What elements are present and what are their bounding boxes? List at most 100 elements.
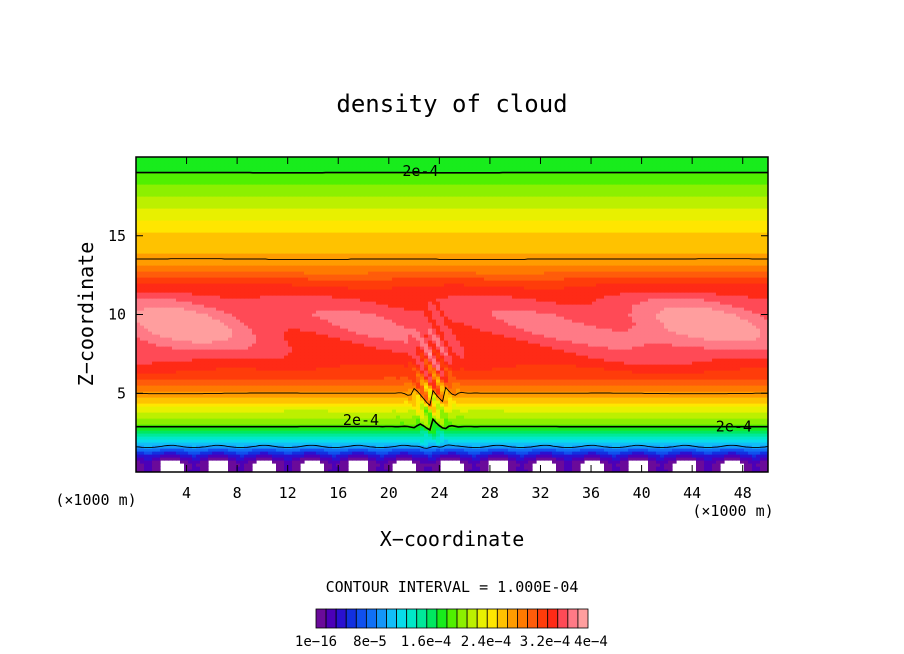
heat-cell: [408, 442, 413, 446]
heat-cell: [472, 436, 477, 440]
heat-cell: [656, 412, 661, 416]
heat-cell: [268, 388, 273, 392]
heat-cell: [420, 433, 425, 437]
heat-cell: [228, 454, 233, 458]
heat-cell: [520, 466, 525, 470]
heat-cell: [724, 457, 729, 461]
heat-cell: [404, 448, 409, 452]
heat-cell: [488, 385, 493, 389]
heat-cell: [164, 397, 169, 401]
heat-cell: [716, 439, 721, 443]
heat-cell: [300, 412, 305, 416]
heat-cell: [284, 448, 289, 452]
heat-cell: [596, 454, 601, 458]
heat-cell: [564, 460, 569, 464]
heat-cell: [624, 448, 629, 452]
heat-cell: [368, 442, 373, 446]
heat-cell: [192, 424, 197, 428]
heat-cell: [216, 403, 221, 407]
heat-cell: [704, 403, 709, 407]
heat-cell: [368, 469, 373, 472]
heat-cell: [400, 394, 405, 398]
heat-cell: [276, 430, 281, 434]
heat-cell: [224, 370, 229, 374]
heat-cell: [244, 427, 249, 431]
heat-cell: [312, 427, 317, 431]
heat-cell: [384, 433, 389, 437]
heat-cell: [672, 415, 677, 419]
heat-cell: [372, 430, 377, 434]
heat-cell: [172, 427, 177, 431]
heat-cell: [540, 400, 545, 404]
heat-cell: [760, 412, 765, 416]
heat-cell: [724, 427, 729, 431]
heat-cell: [532, 430, 537, 434]
heat-cell: [424, 388, 429, 392]
heat-cell: [376, 430, 381, 434]
heat-cell: [216, 448, 221, 452]
heat-cell: [332, 463, 337, 467]
heat-cell: [360, 433, 365, 437]
heat-cell: [380, 415, 385, 419]
heat-cell: [556, 388, 561, 392]
heat-cell: [372, 454, 377, 458]
heat-cell: [300, 442, 305, 446]
heat-cell: [356, 376, 361, 380]
heat-cell: [260, 403, 265, 407]
heat-cell: [732, 442, 737, 446]
heat-cell: [292, 448, 297, 452]
heat-cell: [476, 469, 481, 472]
heat-cell: [320, 439, 325, 443]
heat-cell: [188, 418, 193, 422]
heat-cell: [708, 433, 713, 437]
heat-cell: [360, 370, 365, 374]
heat-cell: [504, 439, 509, 443]
heat-cell: [716, 394, 721, 398]
heat-cell: [704, 460, 709, 464]
heat-cell: [456, 445, 461, 449]
heat-cell: [444, 421, 449, 425]
heat-cell: [276, 418, 281, 422]
heat-cell: [160, 415, 165, 419]
heat-cell: [156, 448, 161, 452]
heat-cell: [564, 394, 569, 398]
heat-cell: [468, 385, 473, 389]
heat-cell: [744, 436, 749, 440]
heat-cell: [452, 403, 457, 407]
heat-cell: [140, 424, 145, 428]
heat-cell: [156, 400, 161, 404]
heat-cell: [704, 409, 709, 413]
heat-cell: [304, 454, 309, 458]
heat-cell: [380, 457, 385, 461]
heat-cell: [144, 388, 149, 392]
heat-cell: [736, 415, 741, 419]
heat-cell: [368, 427, 373, 431]
heat-cell: [300, 406, 305, 410]
heat-cell: [604, 415, 609, 419]
heat-cell: [352, 415, 357, 419]
heat-cell: [472, 433, 477, 437]
heat-cell: [156, 412, 161, 416]
heat-cell: [568, 421, 573, 425]
heat-cell: [320, 373, 325, 377]
heat-cell: [560, 385, 565, 389]
heat-cell: [512, 466, 517, 470]
heat-cell: [248, 403, 253, 407]
heat-cell: [300, 415, 305, 419]
heat-cell: [400, 454, 405, 458]
heat-cell: [640, 406, 645, 410]
heat-cell: [152, 421, 157, 425]
heat-cell: [524, 457, 529, 461]
heat-cell: [156, 415, 161, 419]
heat-cell: [472, 463, 477, 467]
heat-cell: [168, 451, 173, 455]
heat-cell: [760, 373, 765, 377]
heat-cell: [240, 409, 245, 413]
heat-cell: [608, 415, 613, 419]
heat-cell: [356, 379, 361, 383]
heat-cell: [412, 460, 417, 464]
heat-cell: [660, 409, 665, 413]
heat-cell: [764, 379, 768, 383]
heat-cell: [340, 463, 345, 467]
heat-cell: [352, 394, 357, 398]
